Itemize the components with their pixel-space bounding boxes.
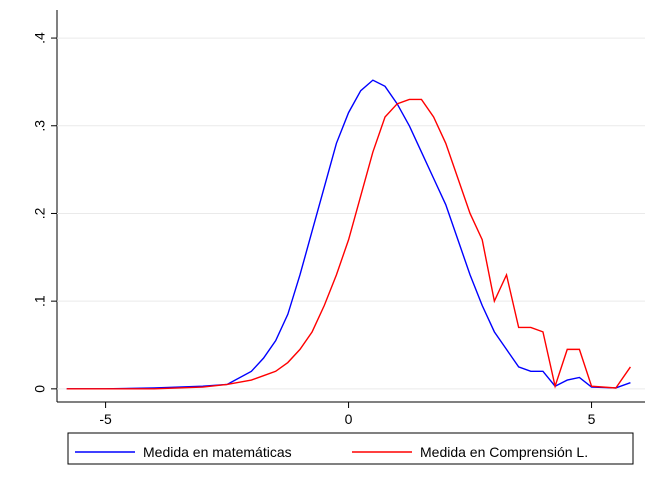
legend-label: Medida en Comprensión L.: [420, 444, 588, 460]
x-tick-label: -5: [99, 411, 112, 427]
x-tick-label: 5: [588, 411, 596, 427]
y-tick-label: .1: [32, 295, 48, 307]
y-tick-label: .4: [32, 32, 48, 44]
y-tick-label: .2: [32, 207, 48, 219]
legend-label: Medida en matemáticas: [143, 444, 292, 460]
legend: [67, 432, 634, 465]
line-series: [66, 98, 631, 390]
y-tick-label: .3: [32, 120, 48, 132]
x-tick-label: 0: [345, 411, 353, 427]
y-tick-label: 0: [32, 385, 48, 393]
line-series: [66, 79, 631, 390]
